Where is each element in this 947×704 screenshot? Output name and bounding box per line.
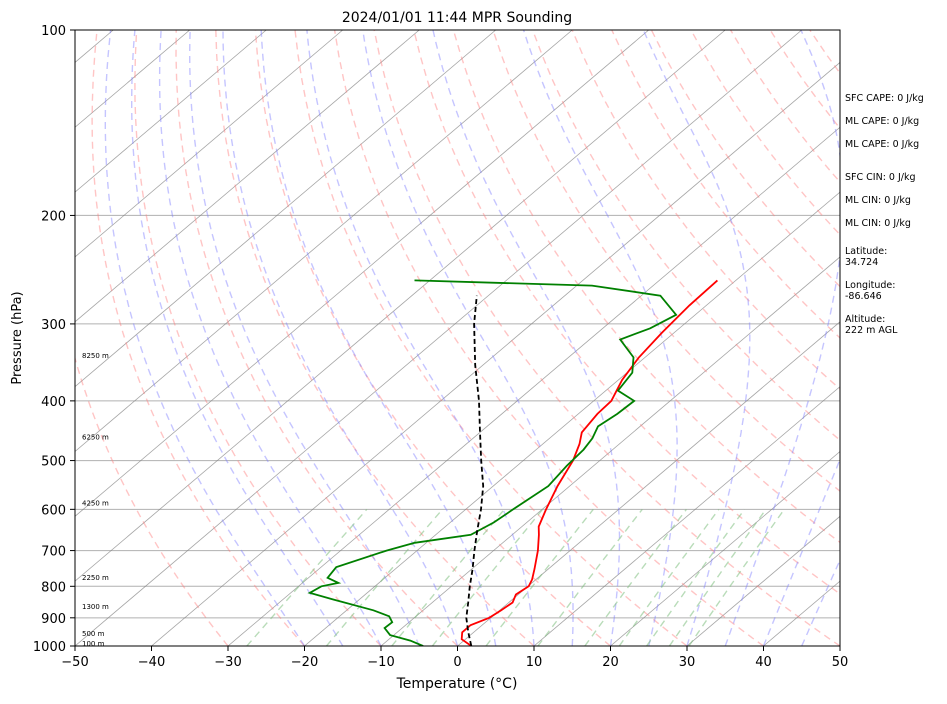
- moist-adiabat: [223, 30, 458, 646]
- moist-adiabat: [132, 30, 343, 646]
- y-tick-label: 800: [41, 580, 66, 595]
- height-label: 1300 m: [82, 603, 109, 611]
- y-tick-label: 500: [41, 455, 66, 470]
- x-tick-label: −40: [138, 655, 165, 670]
- annotation: ML CAPE: 0 J/kg: [845, 139, 945, 150]
- x-tick-label: −20: [291, 655, 318, 670]
- x-tick-label: 10: [526, 655, 543, 670]
- annotation: Longitude: -86.646: [845, 280, 945, 302]
- plot-frame: [75, 30, 840, 646]
- mixing-ratio-line: [247, 509, 367, 646]
- moist-adiabat: [725, 30, 843, 646]
- x-tick-label: 40: [755, 655, 772, 670]
- annotation: ML CAPE: 0 J/kg: [845, 116, 945, 127]
- height-label: 6250 m: [82, 434, 109, 442]
- mixing-ratio-line: [327, 509, 443, 646]
- height-label: 2250 m: [82, 574, 109, 582]
- x-tick-label: 30: [679, 655, 696, 670]
- dry-adiabat: [335, 30, 764, 646]
- x-tick-label: −50: [61, 655, 88, 670]
- height-label: 8250 m: [82, 352, 109, 360]
- isotherm-line: [152, 30, 879, 646]
- y-tick-label: 100: [41, 24, 66, 39]
- y-tick-label: 1000: [33, 640, 66, 655]
- height-label: 4250 m: [82, 499, 109, 507]
- y-tick-label: 700: [41, 545, 66, 560]
- y-tick-label: 900: [41, 612, 66, 627]
- isotherm-line: [0, 30, 572, 646]
- isotherm-line: [0, 30, 649, 646]
- mixing-ratio-line: [669, 509, 766, 646]
- moist-adiabat: [524, 30, 678, 646]
- mixing-ratio-line: [619, 509, 719, 646]
- height-label: 500 m: [82, 630, 105, 638]
- y-tick-label: 200: [41, 209, 66, 224]
- mixing-ratio-line: [689, 509, 784, 646]
- isotherm-line: [0, 30, 725, 646]
- annotation: Latitude: 34.724: [845, 246, 945, 268]
- moist-adiabat: [307, 30, 534, 646]
- mixing-ratio-line: [585, 509, 687, 646]
- x-tick-label: 0: [453, 655, 461, 670]
- dry-adiabat: [255, 30, 610, 646]
- isotherm-line: [0, 30, 266, 646]
- y-tick-label: 600: [41, 503, 66, 518]
- annotation: ML CIN: 0 J/kg: [845, 195, 945, 206]
- stats-panel: SFC CAPE: 0 J/kg ML CAPE: 0 J/kg ML CAPE…: [845, 93, 945, 336]
- mixing-ratio-line: [538, 509, 642, 646]
- dry-adiabat: [92, 30, 304, 646]
- y-tick-label: 400: [41, 395, 66, 410]
- x-tick-label: −10: [367, 655, 394, 670]
- mixing-ratio-line: [647, 509, 745, 646]
- annotation: Altitude: 222 m AGL: [845, 314, 945, 336]
- dry-adiabat: [374, 30, 840, 646]
- x-tick-label: −30: [214, 655, 241, 670]
- annotation: SFC CIN: 0 J/kg: [845, 172, 945, 183]
- dry-adiabat: [176, 30, 458, 646]
- annotation: ML CIN: 0 J/kg: [845, 218, 945, 229]
- annotation: SFC CAPE: 0 J/kg: [845, 93, 945, 104]
- x-axis-label: Temperature (°C): [396, 676, 518, 692]
- moist-adiabat: [190, 30, 420, 646]
- y-axis-label: Pressure (hPa): [10, 291, 25, 384]
- x-tick-label: 50: [832, 655, 849, 670]
- chart-title: 2024/01/01 11:44 MPR Sounding: [342, 10, 572, 26]
- y-tick-label: 300: [41, 318, 66, 333]
- height-label: 100 m: [82, 640, 105, 648]
- x-tick-label: 20: [602, 655, 619, 670]
- parcel-profile: [466, 296, 483, 646]
- dry-adiabat: [414, 30, 917, 646]
